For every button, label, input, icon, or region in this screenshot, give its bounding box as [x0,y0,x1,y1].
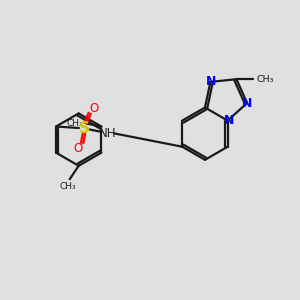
Text: O: O [74,142,83,155]
Text: N: N [242,97,252,110]
Text: CH₃: CH₃ [256,75,274,84]
Text: N: N [206,75,216,88]
Text: S: S [79,121,90,136]
Text: CH₃: CH₃ [60,182,76,191]
Text: NH: NH [99,127,116,140]
Text: O: O [89,102,98,115]
Text: CH₃: CH₃ [67,119,83,128]
Text: N: N [224,114,234,127]
